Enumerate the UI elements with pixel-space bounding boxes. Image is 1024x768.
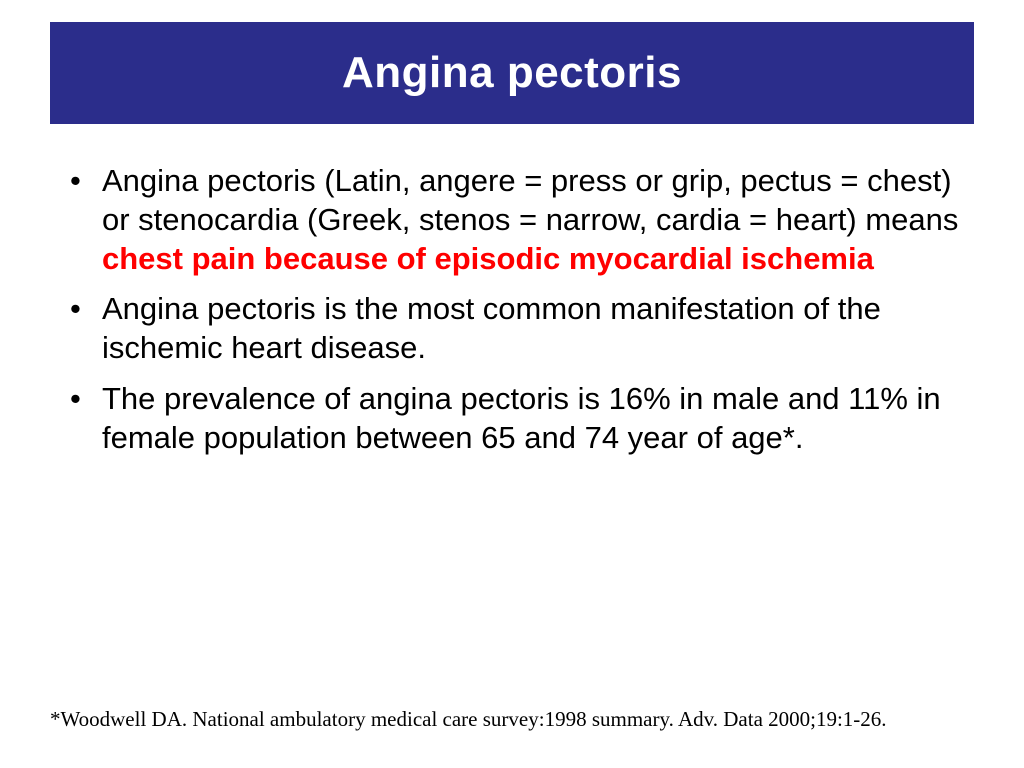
bullet-text-pre: Angina pectoris (Latin, angere = press o…: [102, 163, 958, 237]
bullet-text-highlight: chest pain because of episodic myocardia…: [102, 241, 874, 276]
bullet-item: The prevalence of angina pectoris is 16%…: [62, 380, 962, 458]
title-bar: Angina pectoris: [50, 22, 974, 124]
slide-title: Angina pectoris: [342, 48, 682, 98]
bullet-list: Angina pectoris (Latin, angere = press o…: [62, 162, 962, 457]
bullet-item: Angina pectoris (Latin, angere = press o…: [62, 162, 962, 278]
bullet-item: Angina pectoris is the most common manif…: [62, 290, 962, 368]
bullet-text-pre: The prevalence of angina pectoris is 16%…: [102, 381, 941, 455]
slide-body: Angina pectoris (Latin, angere = press o…: [62, 162, 962, 469]
footnote: *Woodwell DA. National ambulatory medica…: [50, 707, 887, 732]
bullet-text-pre: Angina pectoris is the most common manif…: [102, 291, 881, 365]
